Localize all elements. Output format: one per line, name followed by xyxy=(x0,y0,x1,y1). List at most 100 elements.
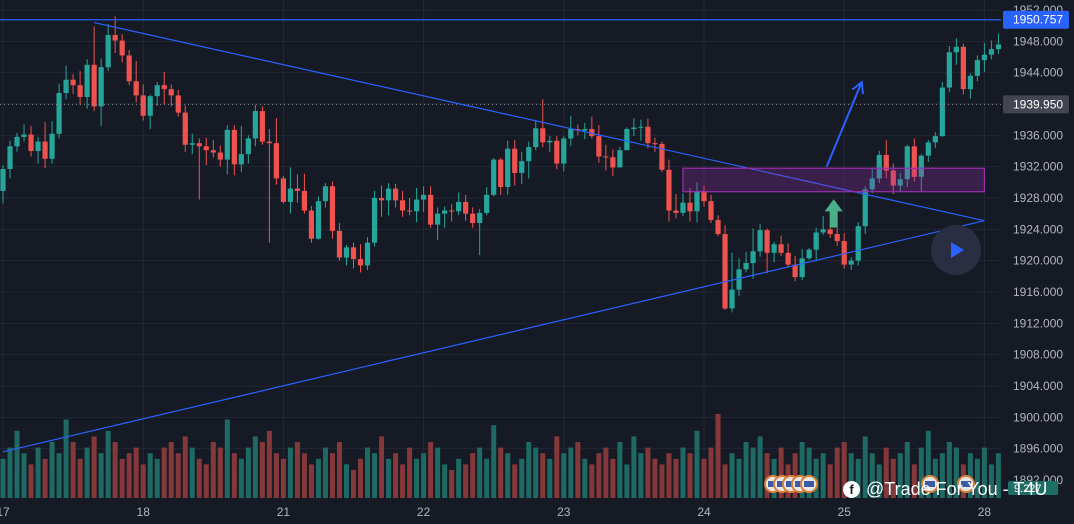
candle xyxy=(715,215,721,237)
candle-body xyxy=(946,52,952,88)
volume-bar xyxy=(252,436,258,498)
candle-body xyxy=(841,241,847,265)
volume-bar xyxy=(589,464,595,498)
candle xyxy=(364,237,371,271)
price-tick-label: 1948.000 xyxy=(1013,34,1063,48)
candle xyxy=(413,187,420,223)
candle xyxy=(792,255,798,282)
candle-body xyxy=(715,219,721,235)
candle xyxy=(252,104,258,147)
candle-body xyxy=(238,154,244,165)
candle xyxy=(904,144,910,188)
candle-body xyxy=(568,129,574,139)
volume-bar xyxy=(56,453,62,498)
candle xyxy=(582,122,588,140)
projection-arrow-line xyxy=(825,81,863,168)
volume-bar xyxy=(729,453,735,498)
candle-body xyxy=(364,242,371,266)
candle-body xyxy=(561,138,567,164)
candle xyxy=(631,118,637,137)
candle xyxy=(435,207,441,241)
demand-zone xyxy=(682,167,985,193)
price-axis: 1952.0001948.0001944.0001940.0001936.000… xyxy=(1001,0,1074,524)
candle-body xyxy=(526,147,532,162)
volume-bar xyxy=(855,458,861,498)
candle-body xyxy=(336,230,343,258)
candle xyxy=(848,257,854,271)
volume-bar xyxy=(897,453,903,498)
volume-bar xyxy=(939,453,945,498)
candle xyxy=(217,145,223,167)
candle xyxy=(175,89,181,117)
candle xyxy=(301,173,308,214)
candle xyxy=(512,140,518,186)
volume-bar xyxy=(315,458,321,498)
volume-bar xyxy=(624,464,630,498)
candle-body xyxy=(785,252,791,265)
volume-bar xyxy=(21,453,27,498)
triangle-upper-line xyxy=(93,21,985,222)
candle xyxy=(932,132,938,148)
volume-bar xyxy=(778,447,784,498)
candle xyxy=(897,172,903,191)
candle xyxy=(428,186,434,228)
candle xyxy=(603,144,609,171)
candle xyxy=(463,194,469,221)
candle-body xyxy=(736,269,742,290)
candle-body xyxy=(876,154,882,179)
volume-bar xyxy=(477,447,483,498)
candle-body xyxy=(161,85,167,90)
candle-body xyxy=(862,189,868,227)
volume-bar xyxy=(547,458,553,498)
candle-body xyxy=(343,247,350,258)
volume-bar xyxy=(91,436,97,498)
volume-bar xyxy=(995,453,1001,498)
volume-bar xyxy=(322,447,328,498)
volume-bar xyxy=(575,442,581,498)
price-tick-label: 1904.000 xyxy=(1013,379,1063,393)
time-tick-label: 18 xyxy=(137,505,151,519)
candle xyxy=(421,186,427,213)
volume-bar xyxy=(925,430,931,498)
event-marker-flag xyxy=(804,481,814,487)
candle xyxy=(77,71,83,105)
candle-body xyxy=(182,112,188,145)
volume-bar xyxy=(273,453,279,498)
volume-bar xyxy=(967,453,973,498)
candle xyxy=(470,207,476,228)
candle-body xyxy=(645,126,651,144)
volume-bar xyxy=(505,453,511,498)
candle xyxy=(498,158,504,195)
volume-bar xyxy=(610,458,616,498)
candle xyxy=(736,258,742,296)
candle-body xyxy=(259,111,265,142)
candle-body xyxy=(385,188,392,201)
volume-bar xyxy=(631,436,637,498)
volume-bar xyxy=(42,458,48,498)
chart-grid xyxy=(0,0,1001,500)
chart-overlays xyxy=(0,19,1001,493)
volume-bar xyxy=(70,442,76,498)
time-tick-label: 22 xyxy=(417,505,431,519)
event-marker-icon xyxy=(957,475,975,493)
candle-body xyxy=(806,249,812,259)
play-button[interactable] xyxy=(931,225,981,275)
volume-bar xyxy=(981,447,987,498)
candle xyxy=(883,140,889,179)
time-tick-label: 17 xyxy=(0,505,10,519)
volume-bar xyxy=(28,464,34,498)
candle xyxy=(112,16,118,54)
candle xyxy=(84,59,90,109)
volume-bar xyxy=(372,453,378,498)
candle xyxy=(182,105,188,152)
candle xyxy=(7,140,13,179)
volume-bar xyxy=(701,458,707,498)
volume-bar xyxy=(666,453,672,498)
candle-body xyxy=(273,143,279,179)
candle xyxy=(484,187,490,216)
volume-bar xyxy=(140,464,146,498)
candle-body xyxy=(897,179,903,186)
candle-body xyxy=(91,64,97,107)
volume-bar xyxy=(841,442,847,498)
candle-body xyxy=(533,128,539,148)
